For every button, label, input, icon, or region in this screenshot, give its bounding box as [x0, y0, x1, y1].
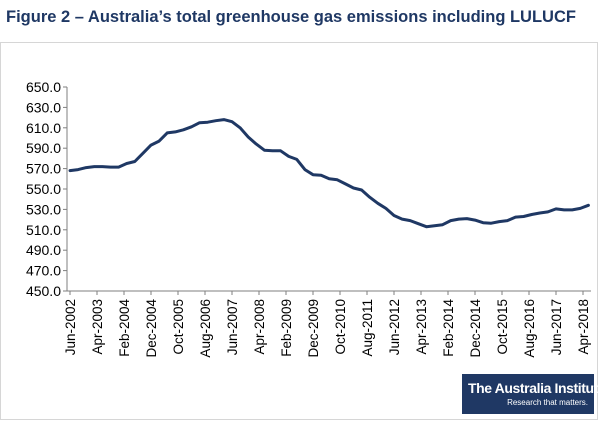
- x-tick-label: Jun-2002: [63, 299, 78, 355]
- y-tick-label: 510.0: [26, 222, 61, 238]
- x-tick-label: Apr-2018: [576, 299, 591, 355]
- y-tick-label: 530.0: [26, 201, 61, 217]
- chart-frame: 650.0 630.0 610.0 590.0 570.0 550.0 530.0 510.0…: [0, 42, 598, 420]
- y-tick-label: 590.0: [26, 140, 61, 156]
- x-tick-label: Dec-2009: [306, 299, 321, 358]
- x-tick-label: Apr-2003: [90, 299, 105, 355]
- x-axis: Jun-2002 Apr-2003 Feb-2004 Dec-2004 Oct-2005…: [63, 290, 591, 358]
- y-tick-label: 630.0: [26, 99, 61, 115]
- x-tick-label: Aug-2016: [522, 299, 537, 358]
- x-tick-label: Dec-2014: [468, 299, 483, 358]
- x-tick-label: Dec-2004: [144, 299, 159, 358]
- x-tick-label: Feb-2014: [441, 299, 456, 357]
- y-axis: 650.0 630.0 610.0 590.0 570.0 550.0 530.0 510.0…: [26, 79, 68, 299]
- x-tick-label: Jun-2012: [387, 299, 402, 355]
- y-tick-label: 610.0: [26, 120, 61, 136]
- y-tick-label: 570.0: [26, 161, 61, 177]
- x-tick-label: Feb-2009: [279, 299, 294, 357]
- x-tick-label: Apr-2013: [414, 299, 429, 355]
- series-layer: [68, 118, 590, 229]
- y-tick-label: 490.0: [26, 242, 61, 258]
- x-tick-label: Oct-2005: [171, 299, 186, 355]
- series-line-0: [68, 118, 590, 229]
- y-tick-label: 470.0: [26, 263, 61, 279]
- y-tick-label: 650.0: [26, 79, 61, 95]
- logo-name: The Australia Institute: [468, 380, 598, 396]
- x-tick-label: Aug-2006: [198, 299, 213, 358]
- y-tick-label: 550.0: [26, 181, 61, 197]
- y-tick-label: 450.0: [26, 283, 61, 299]
- x-tick-label: Jun-2007: [225, 299, 240, 355]
- x-tick-label: Oct-2010: [333, 299, 348, 355]
- logo-tagline: Research that matters.: [507, 398, 588, 407]
- x-tick-label: Aug-2011: [360, 299, 375, 357]
- line-chart: 650.0 630.0 610.0 590.0 570.0 550.0 530.0 510.0…: [26, 79, 591, 358]
- x-tick-label: Apr-2008: [252, 299, 267, 355]
- x-tick-label: Oct-2015: [495, 299, 510, 355]
- x-tick-label: Jun-2017: [549, 299, 564, 355]
- figure-title: Figure 2 – Australia’s total greenhouse …: [6, 8, 576, 26]
- australia-institute-logo: The Australia Institute Research that ma…: [462, 374, 598, 414]
- x-tick-label: Feb-2004: [117, 299, 132, 357]
